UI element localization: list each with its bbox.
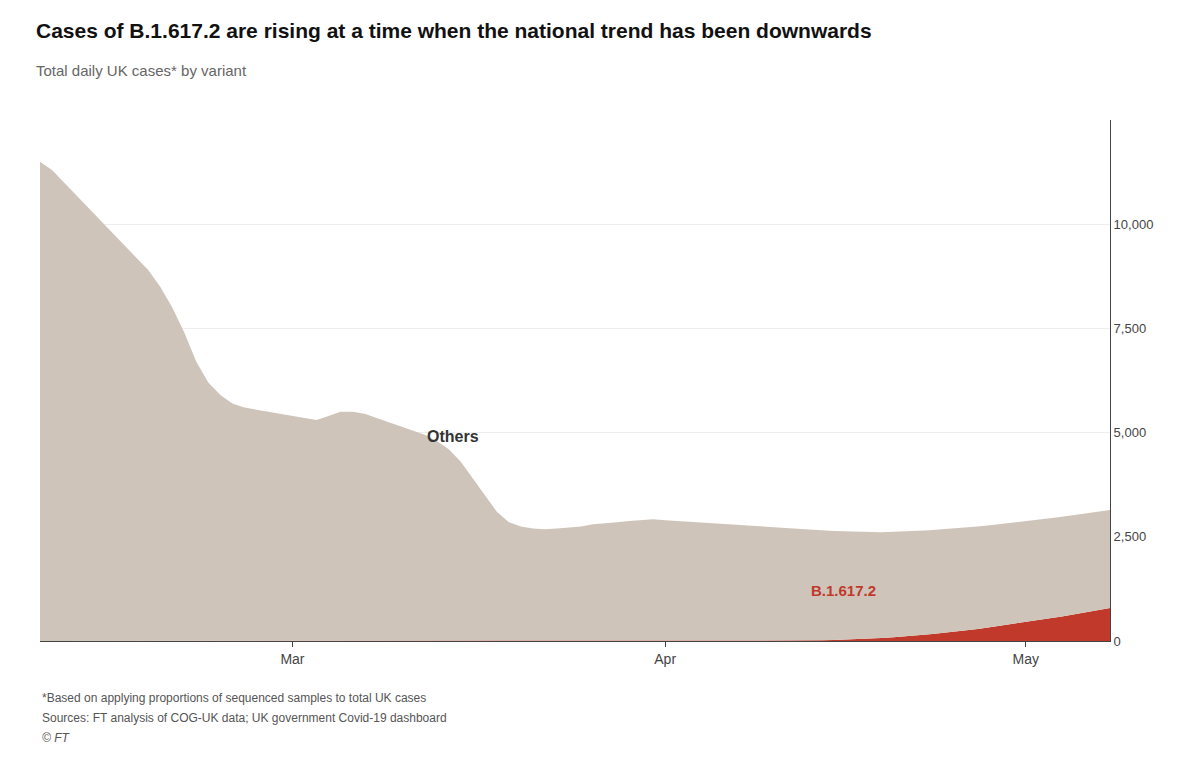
svg-text:B.1.617.2: B.1.617.2 xyxy=(811,582,876,599)
svg-text:2,500: 2,500 xyxy=(1114,529,1147,544)
svg-text:10,000: 10,000 xyxy=(1114,217,1154,232)
svg-text:Others: Others xyxy=(427,428,479,445)
svg-text:May: May xyxy=(1013,651,1039,667)
svg-text:Cases of B.1.617.2 are rising: Cases of B.1.617.2 are rising at a time … xyxy=(36,19,872,42)
svg-text:7,500: 7,500 xyxy=(1114,321,1147,336)
svg-text:© FT: © FT xyxy=(42,731,71,745)
svg-text:0: 0 xyxy=(1114,634,1121,649)
svg-text:Mar: Mar xyxy=(280,651,304,667)
svg-text:*Based on applying proportions: *Based on applying proportions of sequen… xyxy=(42,691,426,705)
svg-text:Apr: Apr xyxy=(654,651,676,667)
svg-text:Sources: FT analysis of COG-UK: Sources: FT analysis of COG-UK data; UK … xyxy=(42,711,447,725)
svg-text:5,000: 5,000 xyxy=(1114,425,1147,440)
svg-text:Total daily UK cases* by varia: Total daily UK cases* by variant xyxy=(36,62,247,79)
